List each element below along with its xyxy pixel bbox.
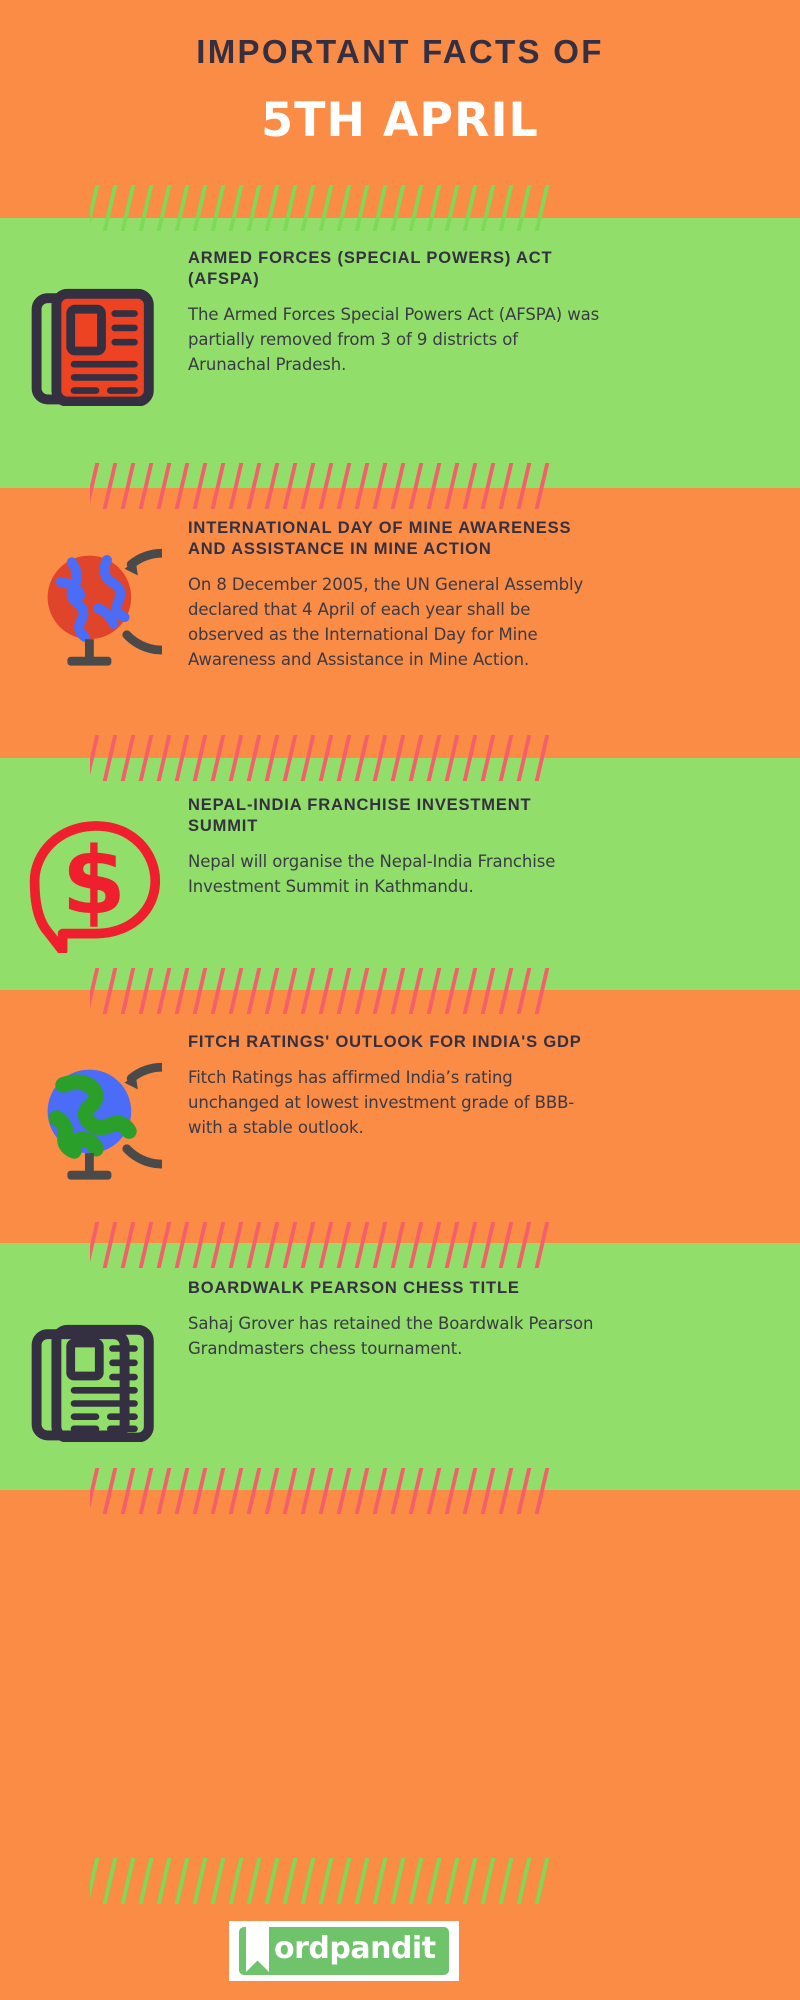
fact-text-3: NEPAL-INDIA FRANCHISE INVESTMENT SUMMIT … bbox=[188, 795, 600, 899]
band-section-5 bbox=[0, 1243, 800, 1490]
band-section-6 bbox=[0, 1490, 800, 2000]
fact-title-4: FITCH RATINGS' OUTLOOK FOR INDIA'S GDP bbox=[188, 1033, 582, 1051]
fact-body-3: Nepal will organise the Nepal-India Fran… bbox=[188, 852, 556, 896]
fact-body-1: The Armed Forces Special Powers Act (AFS… bbox=[188, 305, 600, 374]
fact-body-2: On 8 December 2005, the UN General Assem… bbox=[188, 575, 584, 669]
page-title-line2: 5TH APRIL bbox=[261, 91, 539, 148]
header: IMPORTANT FACTS OF 5TH APRIL bbox=[0, 0, 800, 220]
globe-icon bbox=[30, 1052, 215, 1184]
brand-logo[interactable]: ordpandit bbox=[229, 1921, 459, 1981]
fact-title-5: BOARDWALK PEARSON CHESS TITLE bbox=[188, 1279, 520, 1297]
page-title-line1: IMPORTANT FACTS OF bbox=[196, 33, 604, 70]
fact-title-3: NEPAL-INDIA FRANCHISE INVESTMENT SUMMIT bbox=[188, 796, 532, 835]
logo-plate: ordpandit bbox=[239, 1924, 449, 1975]
band-section-3 bbox=[0, 758, 800, 990]
bookmark-icon bbox=[246, 1924, 269, 1972]
fact-text-1: ARMED FORCES (SPECIAL POWERS) ACT (AFSPA… bbox=[188, 248, 600, 377]
fact-body-4: Fitch Ratings has affirmed India’s ratin… bbox=[188, 1068, 575, 1137]
band-header-top bbox=[0, 0, 800, 218]
fact-title-2: INTERNATIONAL DAY OF MINE AWARENESS AND … bbox=[188, 519, 572, 558]
globe-icon bbox=[30, 538, 215, 670]
dollar-speech-bubble-icon: $ bbox=[26, 813, 166, 956]
fact-text-5: BOARDWALK PEARSON CHESS TITLE Sahaj Grov… bbox=[188, 1278, 600, 1361]
newspaper-icon bbox=[30, 1310, 162, 1443]
fact-text-2: INTERNATIONAL DAY OF MINE AWARENESS AND … bbox=[188, 518, 600, 672]
logo-label: ordpandit bbox=[274, 1931, 436, 1966]
fact-body-5: Sahaj Grover has retained the Boardwalk … bbox=[188, 1314, 594, 1358]
svg-text:$: $ bbox=[62, 827, 126, 935]
fact-title-1: ARMED FORCES (SPECIAL POWERS) ACT (AFSPA… bbox=[188, 249, 553, 288]
band-section-4 bbox=[0, 990, 800, 1243]
newspaper-icon bbox=[30, 274, 162, 407]
band-section-2 bbox=[0, 488, 800, 758]
fact-text-4: FITCH RATINGS' OUTLOOK FOR INDIA'S GDP F… bbox=[188, 1032, 600, 1140]
